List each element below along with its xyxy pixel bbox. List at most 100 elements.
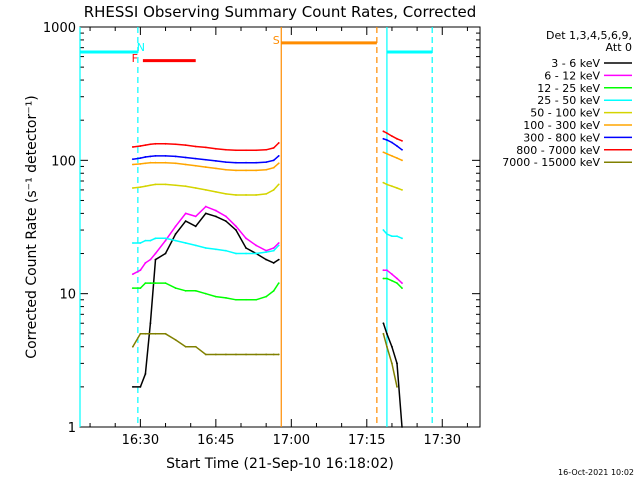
data-point <box>184 345 187 348</box>
data-point <box>396 137 398 140</box>
data-point <box>255 244 258 247</box>
data-point <box>277 154 280 157</box>
series-line-0 <box>382 322 403 428</box>
data-point <box>391 279 393 282</box>
data-point <box>144 239 147 242</box>
flag-label-S: S <box>273 34 280 47</box>
data-point <box>184 242 187 244</box>
data-point <box>154 237 157 240</box>
data-point <box>204 205 207 208</box>
data-point <box>164 237 167 240</box>
data-point <box>164 142 167 145</box>
data-point <box>272 146 275 149</box>
data-point <box>235 225 237 228</box>
legend-label: 7000 - 15000 keV <box>502 156 600 169</box>
data-point <box>265 148 268 151</box>
data-point <box>277 244 280 247</box>
flag-label-N: N <box>137 41 145 54</box>
plot-area <box>79 26 481 428</box>
data-point <box>149 282 152 285</box>
data-point <box>272 159 275 162</box>
data-point <box>139 186 142 188</box>
data-point <box>396 157 398 159</box>
data-point <box>144 185 147 188</box>
data-point <box>277 258 280 261</box>
data-point <box>401 148 403 151</box>
data-point <box>391 154 393 157</box>
data-point <box>382 269 385 272</box>
data-point <box>396 145 398 147</box>
data-point <box>225 168 227 171</box>
data-point <box>235 169 237 172</box>
data-point <box>194 187 197 189</box>
data-point <box>194 225 197 228</box>
data-point <box>245 161 247 164</box>
series-layer <box>131 130 403 428</box>
x-tick-label: 17:00 <box>273 433 310 448</box>
data-point <box>174 143 177 146</box>
flag-label-F: F <box>132 52 138 65</box>
data-point <box>225 220 227 223</box>
data-point <box>396 277 398 280</box>
data-point <box>154 154 157 157</box>
data-point <box>277 353 280 356</box>
data-point <box>149 161 152 164</box>
data-point <box>174 225 177 228</box>
data-point <box>144 144 147 147</box>
data-point <box>396 187 398 189</box>
data-point <box>214 248 217 251</box>
plot-frame <box>79 26 481 428</box>
data-point <box>382 181 385 184</box>
x-axis: 16:30 16:45 17:00 17:15 17:30 <box>89 27 468 448</box>
legend-label: 300 - 800 keV <box>523 131 600 144</box>
data-point <box>194 157 197 160</box>
data-point <box>194 164 197 167</box>
data-point <box>245 169 247 172</box>
data-point <box>131 187 134 189</box>
data-point <box>265 168 268 171</box>
data-point <box>391 185 393 188</box>
data-point <box>386 269 388 272</box>
data-point <box>131 345 134 348</box>
data-point <box>144 156 147 158</box>
data-point <box>204 353 207 356</box>
legend-label: 800 - 7000 keV <box>516 144 600 157</box>
data-point <box>401 139 403 142</box>
annotations: NF S <box>79 27 433 427</box>
data-point <box>245 194 247 196</box>
legend-label: 3 - 6 keV <box>551 57 600 70</box>
legend-label: 12 - 25 keV <box>537 82 600 95</box>
data-point <box>255 298 258 301</box>
data-point <box>204 146 207 149</box>
data-point <box>235 298 237 301</box>
data-point <box>386 139 388 141</box>
data-point <box>245 149 247 152</box>
data-point <box>382 137 385 140</box>
data-point <box>225 193 227 195</box>
data-point <box>225 296 227 299</box>
data-point <box>277 183 280 186</box>
data-point <box>139 332 142 335</box>
data-point <box>265 193 268 195</box>
series-line-8 <box>132 333 279 356</box>
data-point <box>174 339 177 341</box>
data-point <box>386 233 388 235</box>
data-point <box>164 239 167 242</box>
data-point <box>235 149 237 152</box>
data-point <box>255 353 258 356</box>
data-point <box>277 242 280 244</box>
data-point <box>204 189 207 191</box>
data-point <box>396 282 398 285</box>
data-point <box>204 292 207 295</box>
data-point <box>184 185 187 188</box>
data-point <box>272 247 275 249</box>
data-point <box>204 166 207 168</box>
data-point <box>139 242 142 244</box>
data-point <box>131 385 134 388</box>
data-point <box>382 229 385 231</box>
data-point <box>204 212 207 215</box>
data-point <box>194 345 197 348</box>
data-point <box>265 161 268 163</box>
data-point <box>164 161 167 164</box>
